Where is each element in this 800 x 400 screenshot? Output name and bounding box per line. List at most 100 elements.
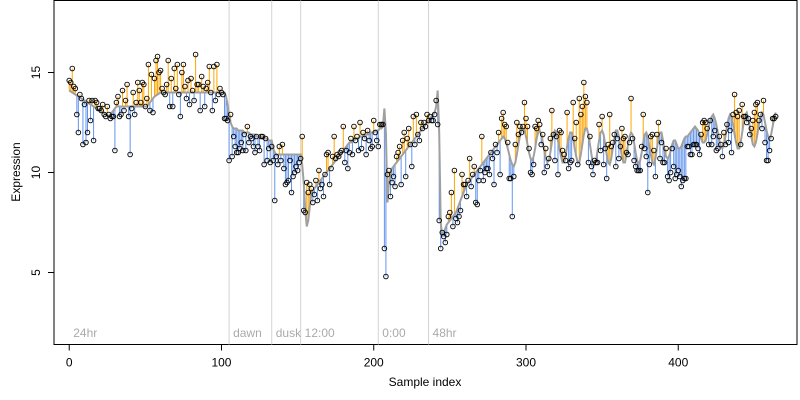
data-point	[600, 161, 607, 168]
data-point	[663, 145, 669, 152]
data-point	[354, 133, 360, 140]
data-point	[614, 135, 621, 142]
data-point	[390, 173, 397, 180]
data-point	[692, 141, 698, 148]
data-point	[278, 157, 284, 164]
data-point	[241, 131, 248, 138]
data-point	[759, 125, 765, 132]
data-point	[89, 97, 95, 104]
data-point	[442, 239, 449, 246]
data-point	[285, 177, 292, 184]
data-point	[444, 231, 450, 238]
data-point	[115, 93, 121, 100]
data-point	[587, 133, 593, 140]
data-point	[148, 71, 155, 78]
data-point	[684, 143, 691, 150]
data-point	[465, 177, 471, 184]
data-point	[194, 81, 200, 88]
data-point	[377, 121, 383, 128]
data-point	[492, 141, 499, 148]
data-point	[322, 171, 328, 178]
data-point	[93, 99, 100, 106]
data-point	[127, 151, 133, 158]
data-point	[640, 111, 646, 118]
data-point	[136, 87, 143, 94]
data-point	[669, 145, 675, 152]
x-tick-label: 400	[668, 356, 688, 370]
data-point	[170, 103, 176, 110]
data-point	[90, 137, 97, 144]
data-point	[562, 157, 569, 164]
data-point	[369, 143, 375, 150]
data-point	[588, 163, 595, 170]
data-point	[86, 97, 92, 104]
data-point	[240, 147, 246, 154]
data-point	[546, 155, 552, 162]
data-point	[521, 99, 528, 106]
data-point	[681, 175, 688, 182]
data-point	[471, 163, 477, 170]
data-point	[375, 143, 382, 150]
residual-segments	[68, 54, 777, 277]
data-point	[81, 101, 88, 108]
data-point	[437, 245, 444, 252]
data-point	[616, 155, 622, 162]
data-point	[637, 167, 643, 174]
data-point	[258, 133, 264, 140]
data-point	[358, 145, 365, 152]
data-point	[504, 139, 511, 146]
data-point	[555, 171, 561, 178]
data-point	[448, 189, 455, 196]
data-point	[619, 125, 625, 132]
data-point	[224, 117, 231, 124]
data-point	[483, 165, 490, 172]
data-point	[594, 159, 601, 166]
data-point	[715, 145, 721, 152]
data-point	[544, 163, 551, 170]
data-point	[538, 141, 544, 148]
data-point	[643, 153, 650, 160]
data-point	[603, 175, 610, 182]
data-point	[710, 133, 717, 140]
data-point	[243, 147, 249, 154]
data-point	[141, 81, 147, 88]
data-point	[297, 155, 304, 162]
data-point	[731, 91, 738, 98]
data-point	[454, 219, 461, 226]
data-point	[287, 157, 293, 164]
data-point	[468, 183, 474, 190]
data-point	[450, 223, 456, 230]
data-point	[428, 117, 435, 124]
data-point	[128, 105, 135, 112]
data-point	[687, 151, 694, 158]
data-point	[177, 113, 184, 120]
data-point	[539, 131, 546, 138]
data-point	[474, 201, 481, 208]
region-label-5: 48hr	[433, 326, 457, 340]
data-point	[667, 169, 674, 176]
data-point	[670, 163, 677, 170]
data-point	[208, 89, 214, 96]
data-point	[541, 169, 548, 176]
data-point	[364, 127, 371, 134]
data-point	[611, 131, 618, 138]
data-point	[622, 133, 628, 140]
data-point	[689, 151, 695, 158]
data-point	[150, 109, 156, 116]
data-point	[543, 145, 549, 152]
data-point	[406, 125, 412, 132]
data-point	[447, 209, 453, 216]
data-point	[646, 161, 653, 168]
data-point	[654, 131, 660, 138]
data-point	[479, 133, 485, 140]
data-point	[272, 197, 278, 204]
data-point	[486, 171, 493, 178]
data-point	[363, 151, 369, 158]
data-point	[157, 67, 164, 74]
data-point	[734, 113, 741, 120]
data-point	[451, 167, 458, 174]
data-point	[340, 123, 347, 130]
data-point	[268, 143, 275, 150]
data-point	[762, 139, 768, 146]
